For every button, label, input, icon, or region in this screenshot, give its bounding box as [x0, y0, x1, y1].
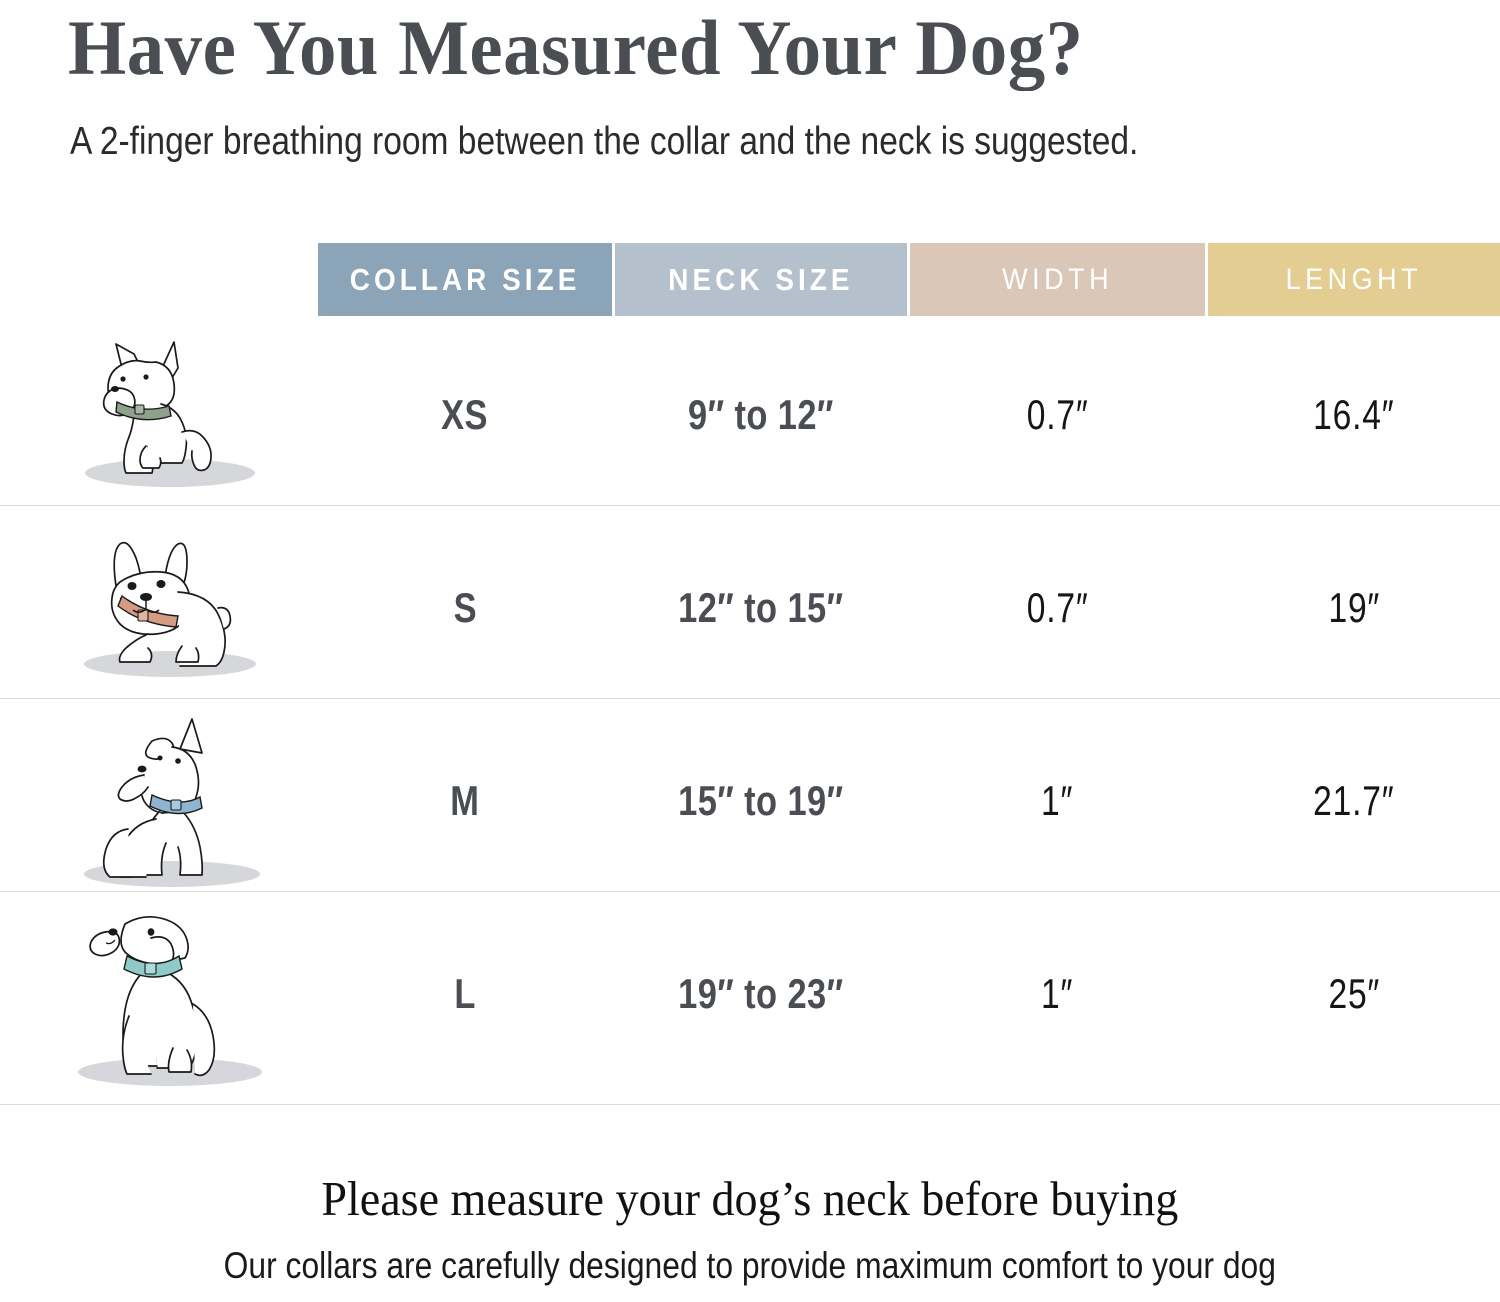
- length-value: 21.7″: [1313, 776, 1395, 824]
- footer-subtext: Our collars are carefully designed to pr…: [0, 1243, 1500, 1289]
- cell-collar-size: XS: [318, 318, 612, 511]
- collar-size-value: M: [450, 776, 480, 824]
- dog-illustration-spitz: [35, 704, 305, 897]
- row-divider: [0, 1104, 1500, 1105]
- page-subtitle: A 2-finger breathing room between the co…: [70, 120, 1139, 163]
- cell-collar-size: M: [318, 704, 612, 897]
- dog-illustration-french-bulldog: [35, 511, 305, 704]
- cell-neck-size: 12″ to 15″: [615, 511, 907, 704]
- french-bulldog-lying-icon: [84, 541, 256, 677]
- column-header-width: WIDTH: [910, 243, 1205, 316]
- cell-width: 0.7″: [910, 511, 1205, 704]
- cell-collar-size: S: [318, 511, 612, 704]
- length-value: 16.4″: [1313, 390, 1395, 438]
- footer-headline-text: Please measure your dog’s neck before bu…: [321, 1171, 1179, 1226]
- footer-headline: Please measure your dog’s neck before bu…: [0, 1170, 1500, 1228]
- row-divider: [0, 698, 1500, 699]
- cell-length: 25″: [1208, 897, 1500, 1090]
- cell-width: 1″: [910, 897, 1205, 1090]
- table-row: S 12″ to 15″ 0.7″ 19″: [0, 511, 1500, 704]
- page-title: Have You Measured Your Dog?: [68, 4, 1084, 91]
- dog-illustration-terrier: [35, 318, 305, 511]
- width-value: 0.7″: [1026, 583, 1089, 631]
- spitz-sitting-icon: [84, 717, 260, 887]
- cell-width: 0.7″: [910, 318, 1205, 511]
- length-value: 19″: [1328, 583, 1380, 631]
- neck-size-value: 9″ to 12″: [688, 390, 834, 438]
- column-header-width-label: WIDTH: [1002, 262, 1113, 296]
- cell-length: 19″: [1208, 511, 1500, 704]
- collar-size-value: L: [454, 969, 476, 1017]
- column-header-collar-size: COLLAR SIZE: [318, 243, 612, 316]
- length-value: 25″: [1328, 969, 1380, 1017]
- collar-size-value: XS: [441, 390, 489, 438]
- table-row: M 15″ to 19″ 1″ 21.7″: [0, 704, 1500, 897]
- cell-neck-size: 15″ to 19″: [615, 704, 907, 897]
- column-header-length-label: LENGHT: [1285, 262, 1423, 296]
- table-row: XS 9″ to 12″ 0.7″ 16.4″: [0, 318, 1500, 511]
- collar-buckle: [144, 962, 157, 975]
- cell-neck-size: 19″ to 23″: [615, 897, 907, 1090]
- dog-shadow: [84, 651, 256, 677]
- column-header-neck-size: NECK SIZE: [615, 243, 907, 316]
- neck-size-value: 19″ to 23″: [678, 969, 844, 1017]
- labrador-sitting-icon: [78, 915, 262, 1086]
- dog-illustration-labrador: [35, 897, 305, 1090]
- terrier-sitting-icon: [85, 341, 255, 487]
- column-header-neck-size-label: NECK SIZE: [668, 261, 854, 297]
- collar-size-value: S: [453, 583, 477, 631]
- row-divider: [0, 505, 1500, 506]
- width-value: 1″: [1041, 776, 1074, 824]
- cell-length: 21.7″: [1208, 704, 1500, 897]
- width-value: 0.7″: [1026, 390, 1089, 438]
- cell-width: 1″: [910, 704, 1205, 897]
- table-row: L 19″ to 23″ 1″ 25″: [0, 897, 1500, 1090]
- neck-size-value: 12″ to 15″: [678, 583, 844, 631]
- footer-subtext-text: Our collars are carefully designed to pr…: [223, 1245, 1277, 1286]
- column-header-collar-size-label: COLLAR SIZE: [349, 261, 581, 297]
- width-value: 1″: [1041, 969, 1074, 1017]
- neck-size-value: 15″ to 19″: [678, 776, 844, 824]
- cell-length: 16.4″: [1208, 318, 1500, 511]
- cell-collar-size: L: [318, 897, 612, 1090]
- cell-neck-size: 9″ to 12″: [615, 318, 907, 511]
- collar-buckle: [134, 404, 145, 415]
- collar-buckle: [170, 798, 182, 811]
- column-header-length: LENGHT: [1208, 243, 1500, 316]
- row-divider: [0, 891, 1500, 892]
